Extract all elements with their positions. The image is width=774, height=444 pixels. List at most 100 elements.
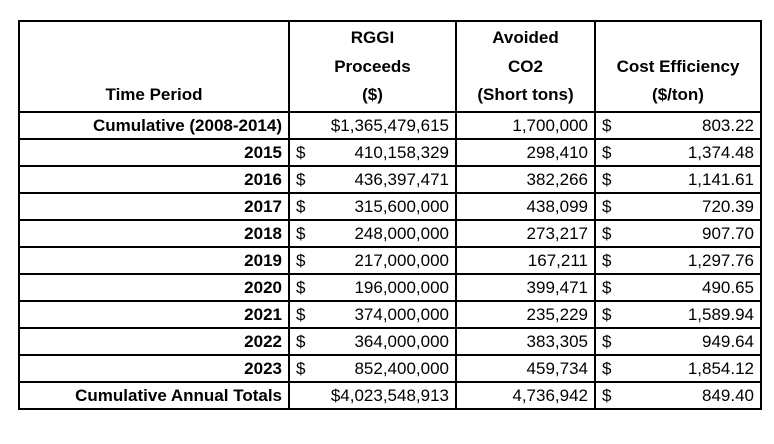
proceeds-value: 196,000,000	[354, 277, 449, 297]
cost-value: 803.22	[702, 115, 754, 135]
table-row: Cumulative Annual Totals $4,023,548,913 …	[18, 381, 762, 410]
proceeds-value: 364,000,000	[354, 331, 449, 351]
cell-proceeds: $1,365,479,615	[288, 111, 457, 140]
dollar-sign: $	[296, 304, 306, 324]
dollar-sign: $	[296, 358, 306, 378]
cost-value: 907.70	[702, 223, 754, 243]
proceeds-value: 315,600,000	[354, 196, 449, 216]
cell-cost-efficiency: $907.70	[594, 219, 762, 248]
cost-value: 1,141.61	[687, 169, 754, 189]
header-row: Time Period RGGI Proceeds ($) Avoided CO…	[18, 20, 762, 113]
header-rggi-proceeds: RGGI Proceeds ($)	[288, 20, 457, 113]
cell-proceeds: $217,000,000	[288, 246, 457, 275]
cell-avoided-co2: 1,700,000	[455, 111, 596, 140]
cell-cost-efficiency: $1,854.12	[594, 354, 762, 383]
cell-avoided-co2: 383,305	[455, 327, 596, 356]
cost-value: 949.64	[702, 331, 754, 351]
cell-avoided-co2: 399,471	[455, 273, 596, 302]
cell-proceeds: $315,600,000	[288, 192, 457, 221]
cost-value: 1,374.48	[687, 142, 754, 162]
cell-cost-efficiency: $720.39	[594, 192, 762, 221]
cell-proceeds: $248,000,000	[288, 219, 457, 248]
cell-time-period: 2015	[18, 138, 290, 167]
cell-cost-efficiency: $849.40	[594, 381, 762, 410]
dollar-sign: $	[602, 304, 612, 324]
rggi-proceeds-table: Time Period RGGI Proceeds ($) Avoided CO…	[18, 20, 762, 410]
dollar-sign: $	[602, 169, 612, 189]
table-row: 2023 $852,400,000 459,734 $1,854.12	[18, 354, 762, 383]
cell-proceeds: $196,000,000	[288, 273, 457, 302]
dollar-sign: $	[602, 250, 612, 270]
dollar-sign: $	[296, 277, 306, 297]
cell-time-period: Cumulative (2008-2014)	[18, 111, 290, 140]
cost-value: 849.40	[702, 385, 754, 405]
cell-cost-efficiency: $949.64	[594, 327, 762, 356]
cell-proceeds: $852,400,000	[288, 354, 457, 383]
table-row: 2017 $315,600,000 438,099 $720.39	[18, 192, 762, 221]
table-row: 2022 $364,000,000 383,305 $949.64	[18, 327, 762, 356]
table-row: 2016 $436,397,471 382,266 $1,141.61	[18, 165, 762, 194]
table-row: 2020 $196,000,000 399,471 $490.65	[18, 273, 762, 302]
cell-time-period: 2023	[18, 354, 290, 383]
cell-proceeds: $364,000,000	[288, 327, 457, 356]
dollar-sign: $	[296, 142, 306, 162]
cell-avoided-co2: 459,734	[455, 354, 596, 383]
cell-avoided-co2: 273,217	[455, 219, 596, 248]
dollar-sign: $	[296, 196, 306, 216]
proceeds-value: 436,397,471	[354, 169, 449, 189]
cell-avoided-co2: 438,099	[455, 192, 596, 221]
cell-time-period: 2018	[18, 219, 290, 248]
dollar-sign: $	[602, 331, 612, 351]
header-time-period: Time Period	[18, 20, 290, 113]
table-row: 2018 $248,000,000 273,217 $907.70	[18, 219, 762, 248]
proceeds-value: 374,000,000	[354, 304, 449, 324]
cell-proceeds: $374,000,000	[288, 300, 457, 329]
cell-cost-efficiency: $1,589.94	[594, 300, 762, 329]
proceeds-value: 852,400,000	[354, 358, 449, 378]
proceeds-value: 217,000,000	[354, 250, 449, 270]
header-cost-efficiency: Cost Efficiency ($/ton)	[594, 20, 762, 113]
proceeds-value: $4,023,548,913	[330, 385, 449, 405]
cell-time-period: 2021	[18, 300, 290, 329]
cell-cost-efficiency: $1,141.61	[594, 165, 762, 194]
cell-avoided-co2: 167,211	[455, 246, 596, 275]
cost-value: 1,854.12	[687, 358, 754, 378]
dollar-sign: $	[602, 115, 612, 135]
cell-time-period: 2019	[18, 246, 290, 275]
table-row: 2015 $410,158,329 298,410 $1,374.48	[18, 138, 762, 167]
cell-proceeds: $436,397,471	[288, 165, 457, 194]
dollar-sign: $	[602, 196, 612, 216]
table-row: Cumulative (2008-2014) $1,365,479,615 1,…	[18, 111, 762, 140]
cost-value: 490.65	[702, 277, 754, 297]
cell-avoided-co2: 298,410	[455, 138, 596, 167]
cost-value: 1,589.94	[687, 304, 754, 324]
dollar-sign: $	[602, 385, 612, 405]
cell-proceeds: $410,158,329	[288, 138, 457, 167]
cell-time-period: 2020	[18, 273, 290, 302]
cell-cost-efficiency: $1,374.48	[594, 138, 762, 167]
cell-avoided-co2: 382,266	[455, 165, 596, 194]
cell-proceeds: $4,023,548,913	[288, 381, 457, 410]
cell-cost-efficiency: $803.22	[594, 111, 762, 140]
dollar-sign: $	[602, 142, 612, 162]
dollar-sign: $	[296, 250, 306, 270]
header-avoided-co2: Avoided CO2 (Short tons)	[455, 20, 596, 113]
cell-time-period: 2022	[18, 327, 290, 356]
dollar-sign: $	[296, 331, 306, 351]
cell-cost-efficiency: $1,297.76	[594, 246, 762, 275]
table-row: 2019 $217,000,000 167,211 $1,297.76	[18, 246, 762, 275]
dollar-sign: $	[296, 169, 306, 189]
proceeds-value: 410,158,329	[354, 142, 449, 162]
cost-value: 720.39	[702, 196, 754, 216]
dollar-sign: $	[602, 277, 612, 297]
cost-value: 1,297.76	[687, 250, 754, 270]
cell-time-period: 2016	[18, 165, 290, 194]
dollar-sign: $	[296, 223, 306, 243]
proceeds-value: $1,365,479,615	[330, 115, 449, 135]
dollar-sign: $	[602, 358, 612, 378]
cell-avoided-co2: 4,736,942	[455, 381, 596, 410]
table-row: 2021 $374,000,000 235,229 $1,589.94	[18, 300, 762, 329]
proceeds-value: 248,000,000	[354, 223, 449, 243]
cell-avoided-co2: 235,229	[455, 300, 596, 329]
